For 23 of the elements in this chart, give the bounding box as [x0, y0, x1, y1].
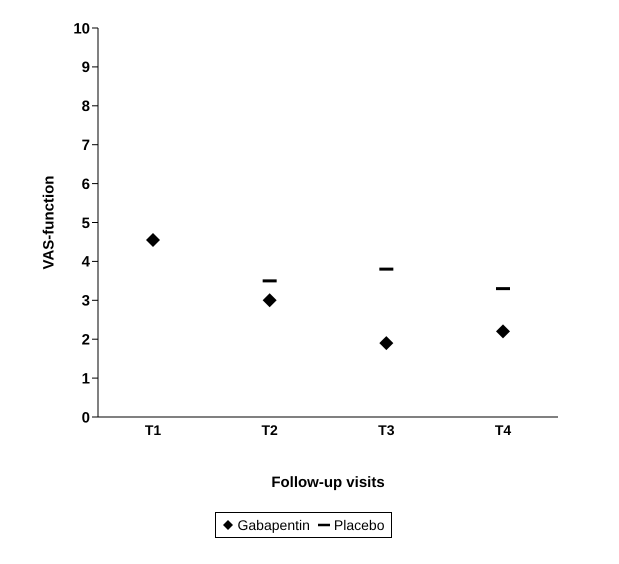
point — [379, 336, 394, 350]
point — [262, 293, 277, 308]
x-axis-title: Follow-up visits — [271, 474, 385, 491]
y-tick-label: 7 — [82, 137, 90, 154]
x-tick-label: T2 — [261, 422, 278, 438]
y-tick-label: 3 — [82, 292, 90, 310]
y-tick-label: 9 — [82, 59, 90, 76]
y-tick-label: 0 — [82, 409, 90, 426]
y-tick-label: 4 — [82, 254, 91, 271]
y-axis-title: VAS-function — [40, 176, 58, 270]
y-tick-label: 1 — [82, 370, 90, 388]
y-tick-label: 2 — [82, 332, 90, 349]
point — [146, 233, 160, 248]
y-tick-label: 10 — [73, 20, 90, 38]
point — [496, 324, 510, 338]
y-tick-label: 8 — [82, 98, 90, 116]
legend-label: Gabapentin — [236, 517, 310, 533]
x-tick-label: T4 — [494, 422, 512, 438]
x-tick-label: T3 — [378, 422, 395, 438]
y-tick-label: 5 — [82, 214, 90, 232]
x-tick-label: T1 — [144, 422, 162, 438]
legend-label: Placebo — [332, 517, 384, 533]
y-tick-label: 6 — [82, 176, 90, 193]
